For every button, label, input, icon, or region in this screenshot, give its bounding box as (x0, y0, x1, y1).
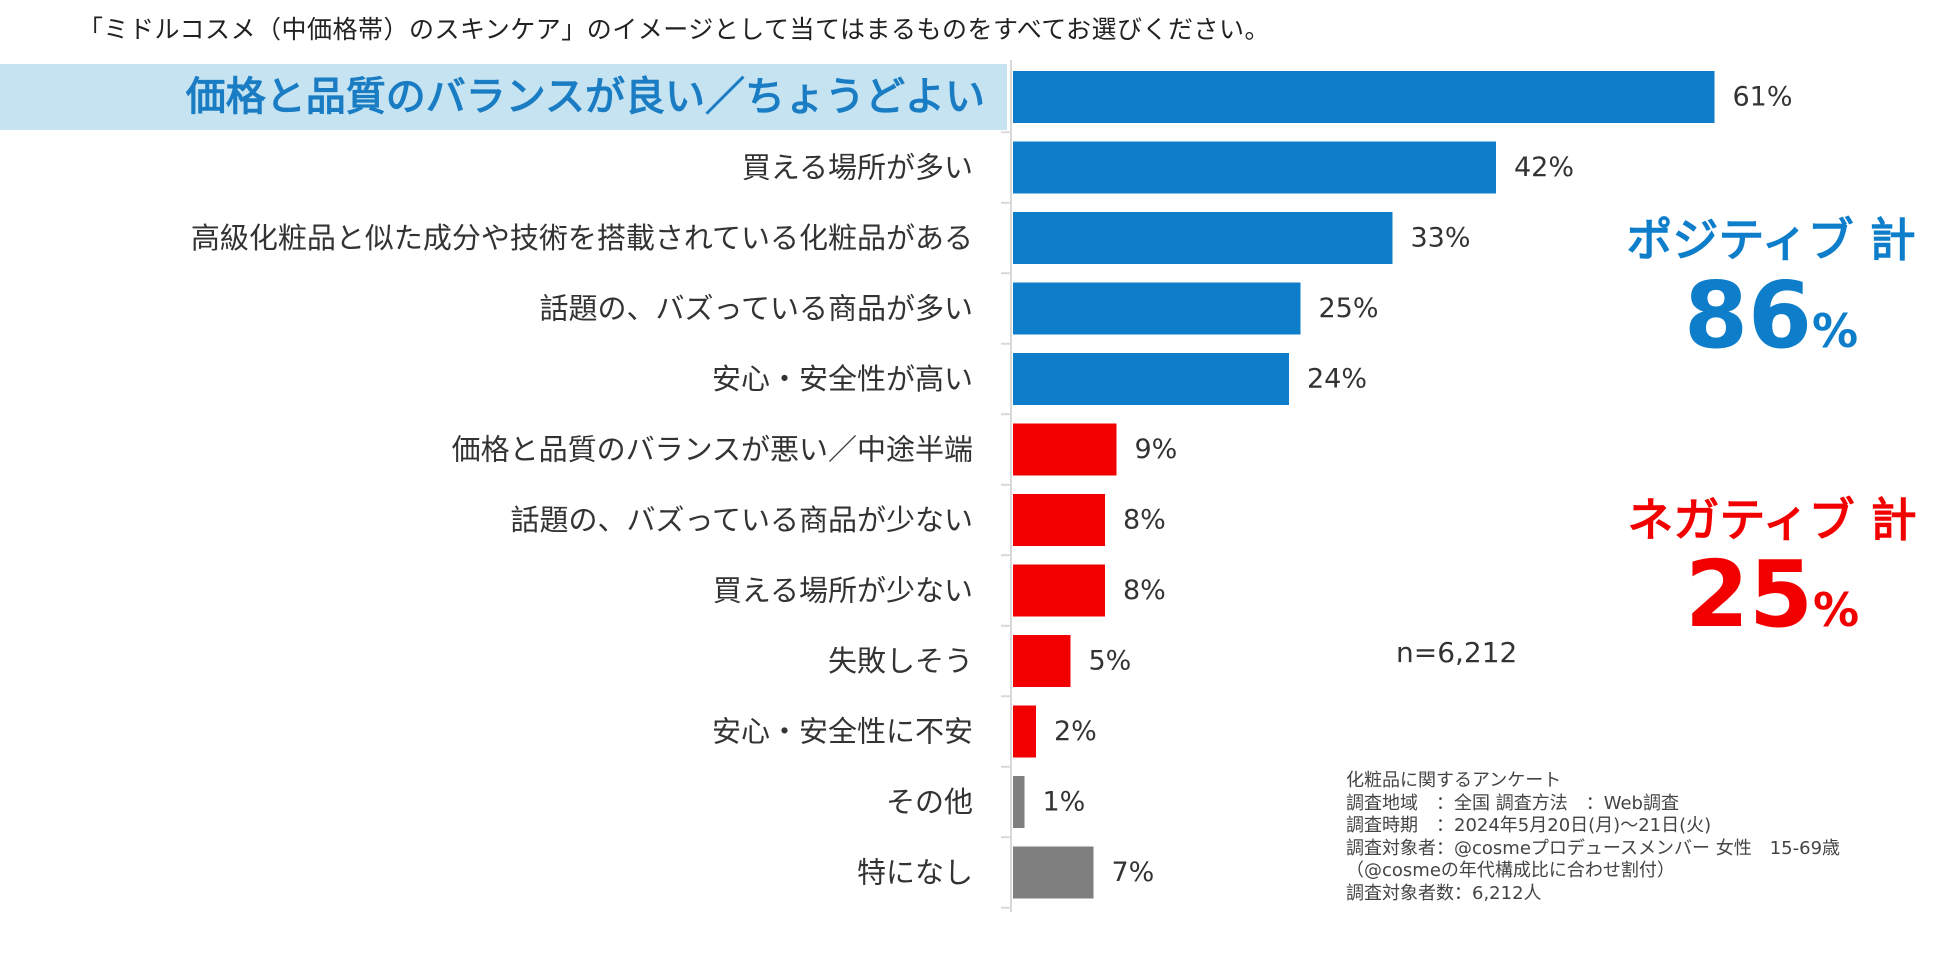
positive-total-label: ポジティブ 計 (1626, 213, 1916, 267)
bar-9 (1013, 635, 1071, 687)
survey-area-method: 調査地域 ：全国 調査方法 ：Web調査 (1346, 793, 1840, 816)
value-label: 9% (1135, 434, 1178, 465)
sample-size: n=6,212 (1396, 636, 1518, 669)
value-label: 33% (1411, 223, 1471, 254)
category-label: 失敗しそう (828, 644, 973, 678)
negative-total-number: 25 (1684, 541, 1813, 648)
value-label: 61% (1733, 82, 1793, 113)
value-label: 8% (1123, 505, 1166, 536)
negative-total-label: ネガティブ 計 (1627, 493, 1917, 547)
value-label: 1% (1043, 787, 1086, 818)
negative-total-value: 25% (1607, 549, 1937, 641)
category-label: 買える場所が多い (742, 151, 973, 185)
category-label: 話題の、バズっている商品が多い (539, 292, 973, 326)
survey-target: 調査対象者：@cosmeプロデュースメンバー 女性 15-69歳 (1346, 837, 1841, 859)
survey-method: 調査方法 ：Web調査 (1495, 792, 1679, 814)
survey-target-note: （@cosmeの年代構成比に合わせ割付） (1346, 860, 1675, 881)
bar-12 (1013, 846, 1094, 899)
highlight-band (0, 64, 1007, 130)
positive-total-value: 86% (1606, 270, 1936, 362)
value-label: 2% (1054, 716, 1097, 747)
category-label: 安心・安全性に不安 (712, 715, 973, 749)
category-label: 高級化粧品と似た成分や技術を搭載されている化粧品がある (191, 221, 973, 255)
positive-total-unit: % (1811, 304, 1859, 358)
survey-count: 調査対象者数：6,212人 (1346, 882, 1542, 904)
value-label: 7% (1112, 857, 1155, 888)
value-label: 8% (1123, 575, 1166, 606)
value-label: 24% (1307, 364, 1367, 395)
bar-8 (1013, 564, 1105, 617)
survey-title: 化粧品に関するアンケート (1346, 770, 1562, 791)
survey-area: 調査地域 ：全国 (1346, 792, 1490, 814)
bar-7 (1013, 494, 1105, 546)
survey-period: 調査時期 ：2024年5月20日(月)～21日(火) (1346, 815, 1712, 836)
category-label: 特になし (857, 856, 973, 890)
bar-10 (1013, 705, 1036, 758)
category-label: 買える場所が少ない (713, 574, 973, 608)
value-label: 5% (1089, 646, 1132, 677)
category-label: 価格と品質のバランスが良い／ちょうどよい (185, 74, 985, 120)
bar-4 (1013, 282, 1301, 335)
negative-total-unit: % (1812, 583, 1860, 637)
category-label: その他 (886, 785, 973, 819)
bar-3 (1013, 212, 1393, 264)
survey-info: 化粧品に関するアンケート 調査地域 ：全国 調査方法 ：Web調査 調査時期 ：… (1346, 770, 1840, 905)
bar-2 (1013, 141, 1496, 194)
value-label: 42% (1514, 152, 1574, 183)
bar-11 (1013, 776, 1025, 828)
positive-total-number: 86 (1683, 262, 1812, 369)
bars-layer: 価格と品質のバランスが良い／ちょうどよい 61% 買える場所が多い 42% 高級化粧品と… (185, 71, 1793, 909)
category-label: 安心・安全性が高い (712, 362, 973, 396)
category-label: 価格と品質のバランスが悪い／中途半端 (452, 433, 973, 467)
value-label: 25% (1319, 293, 1379, 324)
question-text: 「ミドルコスメ（中価格帯）のスキンケア」のイメージとして当てはまるものをすべてお… (78, 15, 1271, 44)
highlight-layer (0, 64, 1007, 130)
bar-1 (1013, 71, 1715, 123)
bar-6 (1013, 423, 1117, 476)
bar-5 (1013, 353, 1289, 405)
category-label: 話題の、バズっている商品が少ない (510, 503, 973, 537)
